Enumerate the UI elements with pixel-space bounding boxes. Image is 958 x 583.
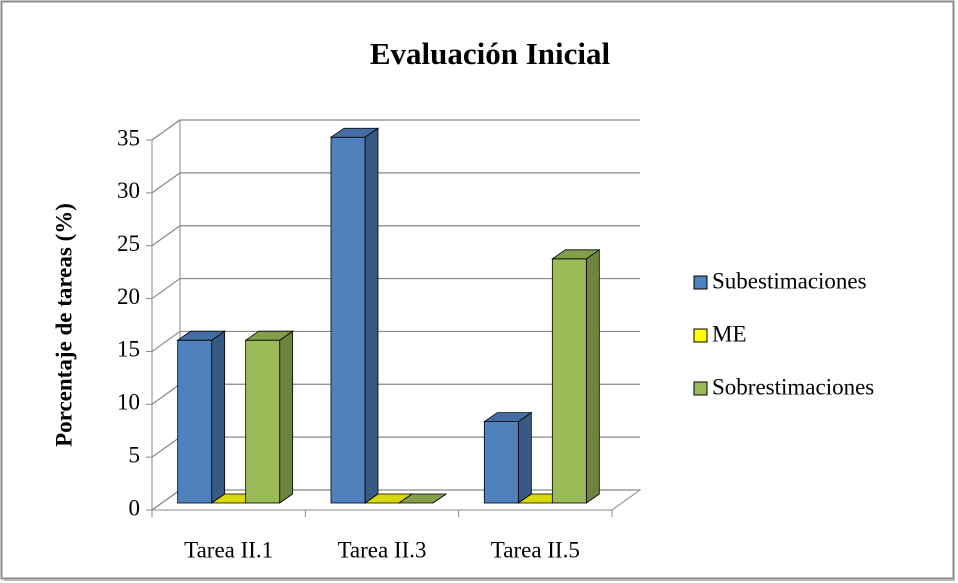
x-tick-label: Tarea II.3 xyxy=(337,537,426,562)
y-axis-label: Porcentaje de tareas (%) xyxy=(51,203,76,447)
bar-front xyxy=(177,339,213,504)
x-tick-label: Tarea II.5 xyxy=(491,537,580,562)
bar-side xyxy=(364,127,379,504)
chart-title: Evaluación Inicial xyxy=(370,36,611,71)
grid-line xyxy=(151,277,640,300)
bar xyxy=(244,330,294,504)
y-tick-label: 25 xyxy=(117,231,140,256)
bar xyxy=(397,493,448,504)
bar xyxy=(551,249,601,504)
legend-label: Subestimaciones xyxy=(712,268,867,293)
bar-front xyxy=(551,258,587,504)
bar-side xyxy=(517,411,532,504)
bar xyxy=(176,330,226,504)
y-tick-label: 15 xyxy=(117,337,140,362)
legend-swatch xyxy=(693,381,708,396)
y-tick-label: 30 xyxy=(117,178,140,203)
x-tick-label: Tarea II.1 xyxy=(184,537,273,562)
y-tick-label: 35 xyxy=(117,125,140,150)
bar-top xyxy=(483,412,533,423)
grid-line xyxy=(151,330,640,352)
legend-swatch xyxy=(693,275,708,290)
bar-top xyxy=(329,127,380,138)
bar xyxy=(329,127,380,504)
y-tick-label: 5 xyxy=(129,442,141,467)
y-tick-label: 10 xyxy=(117,390,140,415)
bar-side xyxy=(279,330,294,504)
bar-top xyxy=(551,249,601,260)
legend-label: Sobrestimaciones xyxy=(712,374,874,399)
bar-top xyxy=(244,330,294,341)
bar xyxy=(483,411,533,504)
y-tick-label: 0 xyxy=(129,495,141,520)
bar-front xyxy=(330,136,366,504)
y-tick-label: 20 xyxy=(117,284,140,309)
bar-side xyxy=(585,249,600,504)
bar-top xyxy=(397,493,448,504)
bar-front xyxy=(483,421,519,504)
legend-label: ME xyxy=(712,321,747,346)
grid-line xyxy=(151,119,640,141)
bar-front xyxy=(245,339,281,504)
grid-line xyxy=(151,225,640,247)
bar-side xyxy=(211,330,226,504)
bar-top xyxy=(176,330,226,341)
legend-swatch xyxy=(693,328,708,343)
grid-line xyxy=(151,172,640,194)
